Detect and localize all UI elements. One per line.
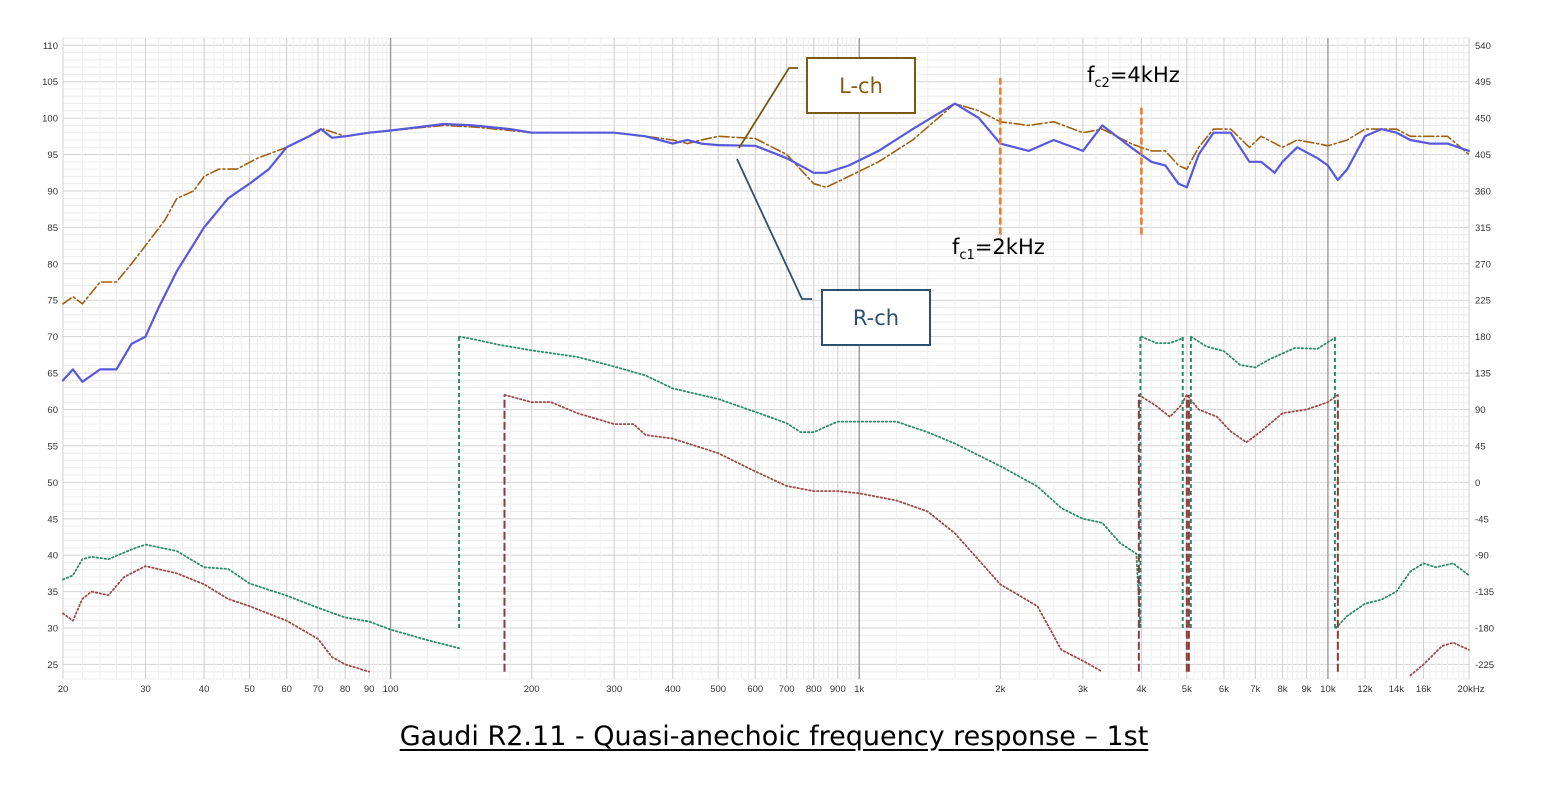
y-right-tick-label: 450 bbox=[1475, 114, 1491, 125]
x-tick-label: 10k bbox=[1320, 684, 1336, 695]
x-tick-label: 100 bbox=[383, 684, 399, 695]
x-tick-label: 40 bbox=[199, 684, 210, 695]
x-tick-label: 30 bbox=[140, 684, 151, 695]
trace-9 bbox=[1138, 393, 1339, 444]
series-r-ch bbox=[61, 102, 1471, 383]
y-left-tick-label: 50 bbox=[47, 478, 58, 489]
lch-callout: L-ch bbox=[806, 57, 916, 114]
y-left-tick-label: 25 bbox=[47, 660, 58, 671]
y-right-tick-label: -180 bbox=[1475, 624, 1494, 635]
y-right-tick-label: 405 bbox=[1475, 150, 1491, 161]
y-right-tick-label: 225 bbox=[1475, 296, 1491, 307]
x-tick-label: 7k bbox=[1250, 684, 1260, 695]
y-left-tick-label: 85 bbox=[47, 223, 58, 234]
x-tick-label: 2k bbox=[995, 684, 1005, 695]
y-left-tick-label: 100 bbox=[42, 114, 58, 125]
y-left-tick-label: 105 bbox=[42, 77, 58, 88]
trace-4 bbox=[1140, 335, 1184, 345]
x-tick-label: 400 bbox=[665, 684, 681, 695]
trace-7 bbox=[62, 565, 371, 673]
x-tick-label: 20 bbox=[58, 684, 69, 695]
trace-3 bbox=[458, 335, 1142, 629]
x-tick-label: 5k bbox=[1182, 684, 1192, 695]
x-tick-label: 90 bbox=[364, 684, 375, 695]
y-left-tick-label: 65 bbox=[47, 369, 58, 380]
y-right-tick-label: 540 bbox=[1475, 41, 1491, 52]
y-right-tick-label: -135 bbox=[1475, 587, 1494, 598]
y-left-tick-label: 95 bbox=[47, 150, 58, 161]
x-tick-label: 900 bbox=[830, 684, 846, 695]
x-tick-label: 600 bbox=[747, 684, 763, 695]
y-left-tick-label: 35 bbox=[47, 587, 58, 598]
y-right-tick-label: 90 bbox=[1475, 405, 1486, 416]
y-right-tick-label: 0 bbox=[1475, 478, 1480, 489]
x-tick-label: 9k bbox=[1301, 684, 1311, 695]
axes: 20 30 40 50 60 70 80 90 100 200 300 400 500 600 700 800… bbox=[42, 41, 1494, 695]
fc2-annotation: fc2=4kHz bbox=[1087, 63, 1180, 92]
series-l-ch bbox=[62, 102, 1470, 305]
x-tick-label: 12k bbox=[1357, 684, 1373, 695]
x-tick-label: 6k bbox=[1219, 684, 1229, 695]
x-tick-label: 300 bbox=[606, 684, 622, 695]
y-right-tick-label: 45 bbox=[1475, 441, 1486, 452]
x-tick-label: 800 bbox=[806, 684, 822, 695]
y-right-tick-label: 360 bbox=[1475, 186, 1491, 197]
fc1-annotation: fc1=2kHz bbox=[952, 235, 1045, 264]
x-tick-label: 20kHz bbox=[1458, 684, 1485, 695]
y-left-tick-label: 60 bbox=[47, 405, 58, 416]
rch-label: R-ch bbox=[852, 305, 900, 330]
trace-10 bbox=[1409, 641, 1470, 677]
series-layer bbox=[61, 102, 1471, 677]
lch-leader-line bbox=[738, 67, 798, 149]
grid bbox=[62, 37, 1470, 680]
trace-2 bbox=[62, 543, 461, 650]
x-tick-label: 60 bbox=[281, 684, 292, 695]
x-tick-label: 4k bbox=[1136, 684, 1146, 695]
y-left-tick-label: 110 bbox=[43, 41, 58, 52]
y-left-tick-label: 90 bbox=[47, 186, 58, 197]
x-tick-label: 8k bbox=[1277, 684, 1287, 695]
y-right-tick-label: -45 bbox=[1475, 514, 1489, 525]
y-right-tick-label: -225 bbox=[1475, 660, 1494, 671]
x-tick-label: 500 bbox=[710, 684, 726, 695]
x-tick-label: 70 bbox=[313, 684, 324, 695]
x-tick-label: 3k bbox=[1078, 684, 1088, 695]
trace-5 bbox=[1190, 335, 1335, 369]
rch-leader-line bbox=[736, 158, 812, 300]
chart-title: Gaudi R2.11 - Quasi-anechoic frequency r… bbox=[399, 721, 1149, 752]
y-left-tick-label: 70 bbox=[47, 332, 58, 343]
y-right-tick-label: 270 bbox=[1475, 259, 1491, 270]
x-tick-label: 14k bbox=[1389, 684, 1405, 695]
x-tick-label: 80 bbox=[340, 684, 351, 695]
trace-6 bbox=[1335, 562, 1470, 629]
y-right-tick-label: 315 bbox=[1475, 223, 1491, 234]
x-tick-label: 700 bbox=[779, 684, 795, 695]
x-tick-label: 50 bbox=[244, 684, 255, 695]
x-tick-label: 1k bbox=[854, 684, 864, 695]
y-right-tick-label: -90 bbox=[1475, 551, 1489, 562]
y-left-tick-label: 80 bbox=[47, 259, 58, 270]
y-left-tick-label: 75 bbox=[47, 296, 58, 307]
y-left-tick-label: 40 bbox=[47, 551, 58, 562]
vertical-markers bbox=[458, 78, 1339, 672]
y-left-tick-label: 30 bbox=[47, 624, 58, 635]
y-right-tick-label: 495 bbox=[1475, 77, 1491, 88]
x-tick-label: 16k bbox=[1416, 684, 1432, 695]
lch-label: L-ch bbox=[839, 73, 883, 98]
y-right-tick-label: 135 bbox=[1475, 369, 1491, 380]
y-left-tick-label: 55 bbox=[47, 441, 58, 452]
x-tick-label: 200 bbox=[524, 684, 540, 695]
rch-callout: R-ch bbox=[821, 289, 931, 346]
trace-8 bbox=[503, 393, 1104, 673]
y-right-tick-label: 180 bbox=[1475, 332, 1491, 343]
y-left-tick-label: 45 bbox=[47, 514, 58, 525]
